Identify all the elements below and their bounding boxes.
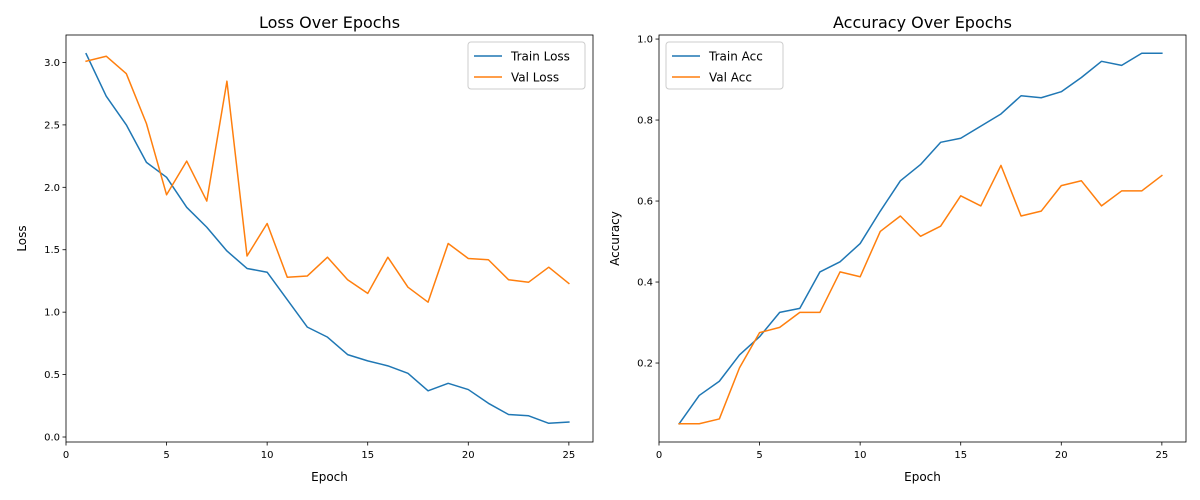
y-tick-label: 3.0 <box>44 58 60 69</box>
x-tick-label: 25 <box>1155 450 1168 461</box>
series-line-val-loss <box>85 55 570 303</box>
legend-label: Train Acc <box>708 50 763 64</box>
chart-title: Loss Over Epochs <box>259 13 400 32</box>
x-tick-label: 20 <box>462 450 475 461</box>
chart-loss: 0 5 10 15 20 25 0.0 0.5 1.0 1.5 2.0 2.5 3.0 Loss Over… <box>15 13 594 484</box>
legend-label: Train Loss <box>510 50 570 64</box>
plot-frame <box>65 34 594 443</box>
x-axis-label: Epoch <box>904 470 941 484</box>
y-tick-label: 1.5 <box>44 245 60 256</box>
y-tick-label: 2.0 <box>44 183 60 194</box>
y-tick-label: 0.8 <box>637 116 653 127</box>
x-tick-label: 0 <box>63 450 69 461</box>
x-tick-label: 5 <box>163 450 169 461</box>
y-axis-label: Accuracy <box>608 211 622 266</box>
y-tick-label: 2.5 <box>44 120 60 131</box>
x-tick-label: 20 <box>1055 450 1068 461</box>
legend-label: Val Loss <box>511 71 559 85</box>
x-tick-label: 15 <box>954 450 967 461</box>
series-line-train-loss <box>85 52 570 425</box>
y-tick-label: 0.5 <box>44 370 60 381</box>
plot-frame <box>658 34 1187 443</box>
y-tick-label: 0.4 <box>637 278 653 289</box>
y-tick-label: 1.0 <box>637 35 653 46</box>
legend: Train Loss Val Loss <box>467 41 586 90</box>
chart-accuracy: 0 5 10 15 20 25 0.2 0.4 0.6 0.8 1.0 Accuracy Over E… <box>608 13 1187 484</box>
y-axis-label: Loss <box>15 225 29 251</box>
x-tick-label: 25 <box>562 450 575 461</box>
chart-title: Accuracy Over Epochs <box>833 13 1012 32</box>
series-line-train-acc <box>678 52 1163 425</box>
x-tick-label: 10 <box>854 450 867 461</box>
y-tick-label: 0.0 <box>44 433 60 444</box>
y-tick-label: 0.6 <box>637 197 653 208</box>
x-tick-label: 5 <box>756 450 762 461</box>
y-tick-label: 0.2 <box>637 359 653 370</box>
y-tick-label: 1.0 <box>44 308 60 319</box>
legend-label: Val Acc <box>709 71 752 85</box>
legend: Train Acc Val Acc <box>665 41 784 90</box>
x-tick-label: 15 <box>361 450 374 461</box>
x-axis-label: Epoch <box>311 470 348 484</box>
x-tick-label: 0 <box>656 450 662 461</box>
series-line-val-acc <box>678 164 1163 425</box>
x-tick-label: 10 <box>261 450 274 461</box>
